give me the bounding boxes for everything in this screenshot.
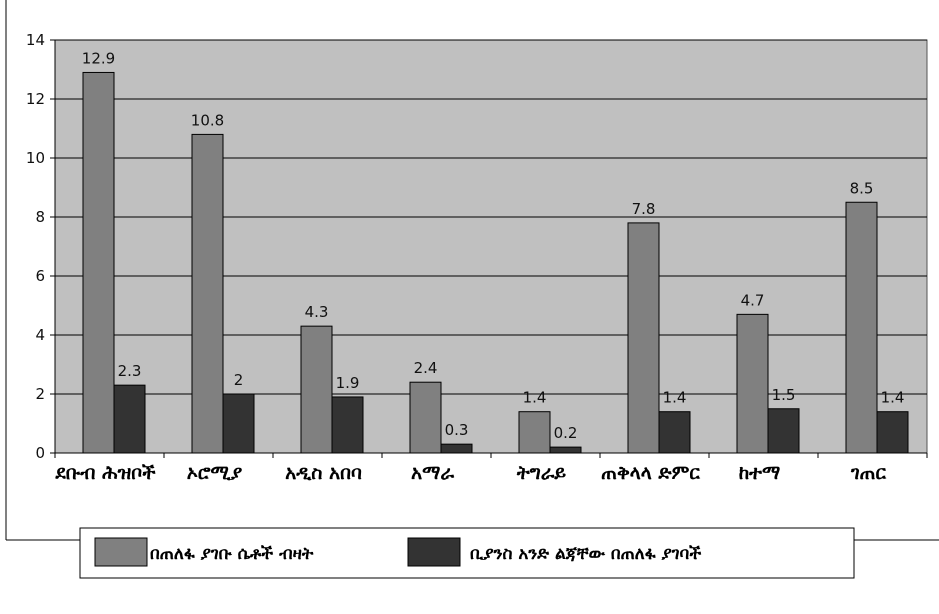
x-category-label: ጠቅላላ ድምር: [601, 462, 700, 484]
x-category-label: ኦሮሚያ: [187, 462, 243, 484]
y-tick-label: 14: [26, 31, 45, 49]
legend-swatch-series-1: [94, 537, 148, 567]
data-label-series-2: 1.5: [772, 386, 796, 404]
legend-swatch-series-2: [407, 537, 461, 567]
x-category-label: ከተማ: [739, 462, 781, 484]
bar-series-2: [658, 411, 691, 454]
data-label-series-2: 2: [234, 371, 244, 389]
bar-series-2: [113, 384, 146, 454]
bar-series-2: [440, 443, 473, 454]
x-category-label: ገጠር: [850, 462, 886, 484]
bar-series-1: [300, 325, 333, 454]
labels: 12.9 2.3 ደቡብ ሕዝቦች 10.8 2 ኦሮሚያ 4.3 1.9 አዲስ አበባ 2.4…: [54, 49, 904, 484]
bars: [82, 71, 909, 454]
data-label-series-2: 0.3: [445, 421, 469, 439]
bar-series-2: [222, 393, 255, 454]
bar-series-1: [518, 411, 551, 454]
legend-box: [79, 527, 855, 579]
bar-series-1: [82, 71, 115, 454]
data-label-series-1: 12.9: [82, 49, 115, 67]
data-label-series-2: 0.2: [554, 424, 578, 442]
bar-series-1: [627, 222, 660, 454]
data-label-series-1: 10.8: [191, 111, 224, 129]
bar-series-1: [191, 133, 224, 454]
y-tick-label: 4: [35, 326, 45, 344]
y-tick-label: 0: [35, 444, 45, 462]
x-category-label: አዲስ አበባ: [285, 462, 362, 484]
bar-series-1: [845, 201, 878, 454]
data-label-series-1: 4.7: [741, 291, 765, 309]
y-tick-label: 6: [35, 267, 45, 285]
data-label-series-1: 8.5: [850, 179, 874, 197]
bar-series-2: [767, 408, 800, 454]
x-category-label: አማራ: [411, 462, 454, 484]
x-category-label: ትግራይ: [516, 462, 567, 484]
bar-series-1: [409, 381, 442, 454]
data-label-series-2: 1.4: [881, 389, 905, 407]
y-tick-label: 10: [26, 149, 45, 167]
bar-series-2: [331, 396, 364, 454]
x-category-label: ደቡብ ሕዝቦች: [54, 462, 156, 484]
data-label-series-2: 2.3: [118, 362, 142, 380]
data-label-series-1: 1.4: [523, 389, 547, 407]
axes: 0 2 4 6 8 10 12 14: [26, 31, 928, 462]
legend-label-series-1: በጠለፋ ያገቡ ሴቶች ብዛት: [150, 544, 314, 564]
data-label-series-2: 1.9: [336, 374, 360, 392]
y-tick-label: 8: [35, 208, 45, 226]
bar-series-2: [549, 446, 582, 454]
data-label-series-1: 4.3: [305, 303, 329, 321]
y-tick-label: 2: [35, 385, 45, 403]
legend: በጠለፋ ያገቡ ሴቶች ብዛት ቢያንስ አንድ ልጃቸው በጠለፋ ያገባች: [79, 527, 855, 579]
bar-series-1: [736, 313, 769, 454]
plot-area: [5, 0, 939, 541]
data-label-series-1: 2.4: [414, 359, 438, 377]
legend-label-series-2: ቢያንስ አንድ ልጃቸው በጠለፋ ያገባች: [470, 544, 701, 564]
data-label-series-1: 7.8: [632, 200, 656, 218]
plot-background: [54, 39, 928, 454]
data-label-series-2: 1.4: [663, 389, 687, 407]
y-tick-label: 12: [26, 90, 45, 108]
bar-series-2: [876, 411, 909, 454]
